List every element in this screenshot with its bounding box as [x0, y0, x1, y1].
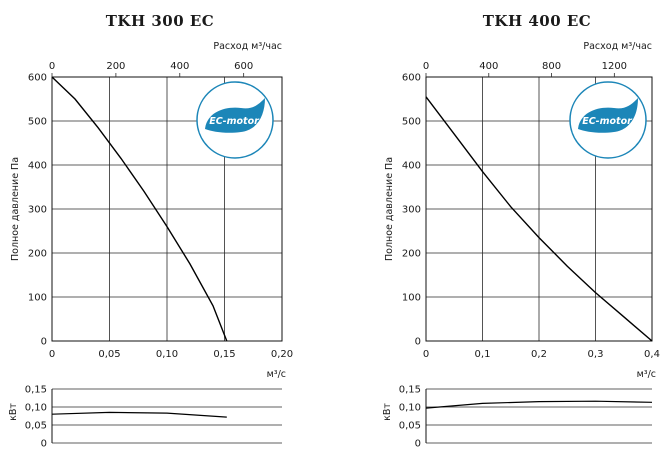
x-tick-label: 0,15: [213, 349, 235, 360]
y-tick-label: 600: [28, 73, 47, 84]
y-axis-label: Полное давление Па: [384, 157, 395, 261]
x-axis-label: м³/с: [637, 369, 656, 380]
plot-frame: [425, 76, 653, 342]
ec-motor-badge: EC-motor: [196, 81, 274, 159]
top-tick-label: 400: [479, 61, 498, 72]
power-y-tick-label: 0: [41, 439, 47, 450]
power-y-tick-label: 0,10: [25, 403, 47, 414]
power-y-tick-label: 0: [415, 439, 421, 450]
x-axis-label: м³/с: [267, 369, 286, 380]
top-tick-label: 0: [49, 61, 55, 72]
x-tick-label: 0,05: [98, 349, 120, 360]
power-y-tick-label: 0,15: [399, 385, 421, 396]
y-tick-label: 600: [402, 73, 421, 84]
top-tick-label: 600: [234, 61, 253, 72]
y-tick-label: 200: [28, 249, 47, 260]
top-tick-label: 0: [423, 61, 429, 72]
top-tick-label: 200: [106, 61, 125, 72]
top-axis-label: Расход м³/час: [213, 41, 282, 52]
leaf-icon: [205, 98, 265, 133]
pressure-curve: [425, 96, 653, 342]
x-tick-label: 0,3: [588, 349, 604, 360]
x-tick-label: 0: [49, 349, 55, 360]
ec-motor-label: EC-motor: [209, 116, 260, 127]
y-tick-label: 400: [28, 161, 47, 172]
top-tick-label: 1200: [602, 61, 627, 72]
x-tick-label: 0: [423, 349, 429, 360]
top-tick-label: 400: [170, 61, 189, 72]
power-axis-label: кВт: [382, 403, 393, 421]
power-y-tick-label: 0,10: [399, 403, 421, 414]
top-axis-label: Расход м³/час: [583, 41, 652, 52]
x-tick-label: 0,2: [531, 349, 547, 360]
power-axis-label: кВт: [8, 403, 19, 421]
power-curve: [51, 411, 227, 418]
top-tick-label: 800: [542, 61, 561, 72]
ec-motor-badge: EC-motor: [569, 81, 647, 159]
leaf-icon: [578, 98, 638, 133]
plot-frame: [51, 76, 283, 342]
y-tick-label: 200: [402, 249, 421, 260]
y-tick-label: 0: [415, 337, 421, 348]
y-tick-label: 100: [28, 293, 47, 304]
x-tick-label: 0,20: [271, 349, 293, 360]
ec-motor-label: EC-motor: [582, 116, 633, 127]
y-tick-label: 400: [402, 161, 421, 172]
y-tick-label: 500: [28, 117, 47, 128]
power-curve: [425, 400, 653, 409]
power-y-tick-label: 0,05: [399, 421, 421, 432]
y-tick-label: 500: [402, 117, 421, 128]
chart-2: TKH 400 EC Расход м³/час 0 400 800 1200 0 100 20…: [382, 12, 660, 450]
x-tick-label: 0,10: [156, 349, 178, 360]
y-tick-label: 300: [402, 205, 421, 216]
y-tick-label: 300: [28, 205, 47, 216]
chart-title: TKH 300 EC: [106, 12, 215, 30]
x-tick-label: 0,1: [475, 349, 491, 360]
pressure-curve: [51, 76, 228, 342]
y-tick-label: 0: [41, 337, 47, 348]
x-tick-label: 0,4: [644, 349, 660, 360]
chart-title: TKH 400 EC: [483, 12, 592, 30]
y-axis-label: Полное давление Па: [10, 157, 21, 261]
y-tick-label: 100: [402, 293, 421, 304]
power-y-tick-label: 0,05: [25, 421, 47, 432]
power-y-tick-label: 0,15: [25, 385, 47, 396]
